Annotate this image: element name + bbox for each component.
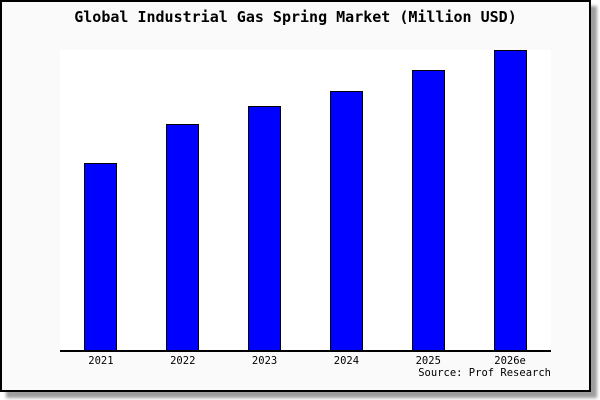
plot-area — [60, 50, 551, 352]
bar-2026e — [493, 50, 527, 350]
bar-2022 — [166, 124, 200, 350]
bar-2025 — [411, 70, 445, 350]
x-tick-label-2023: 2023 — [251, 355, 278, 367]
bar-2023 — [248, 106, 282, 350]
bar-2021 — [84, 163, 118, 350]
source-note: Source: Prof Research — [418, 367, 551, 379]
x-tick-label-2022: 2022 — [170, 355, 196, 367]
x-tick-label-2021: 2021 — [88, 355, 114, 367]
x-tick-label-2025: 2025 — [415, 355, 441, 367]
x-axis-labels: 2021 2022 2023 2024 2025 2026e — [60, 355, 551, 370]
x-tick-label-2024: 2024 — [333, 355, 360, 367]
bar-2024 — [329, 91, 363, 350]
x-tick-label-2026e: 2026e — [494, 355, 526, 367]
chart-frame: Global Industrial Gas Spring Market (Mil… — [0, 0, 591, 392]
chart-title: Global Industrial Gas Spring Market (Mil… — [74, 8, 517, 26]
